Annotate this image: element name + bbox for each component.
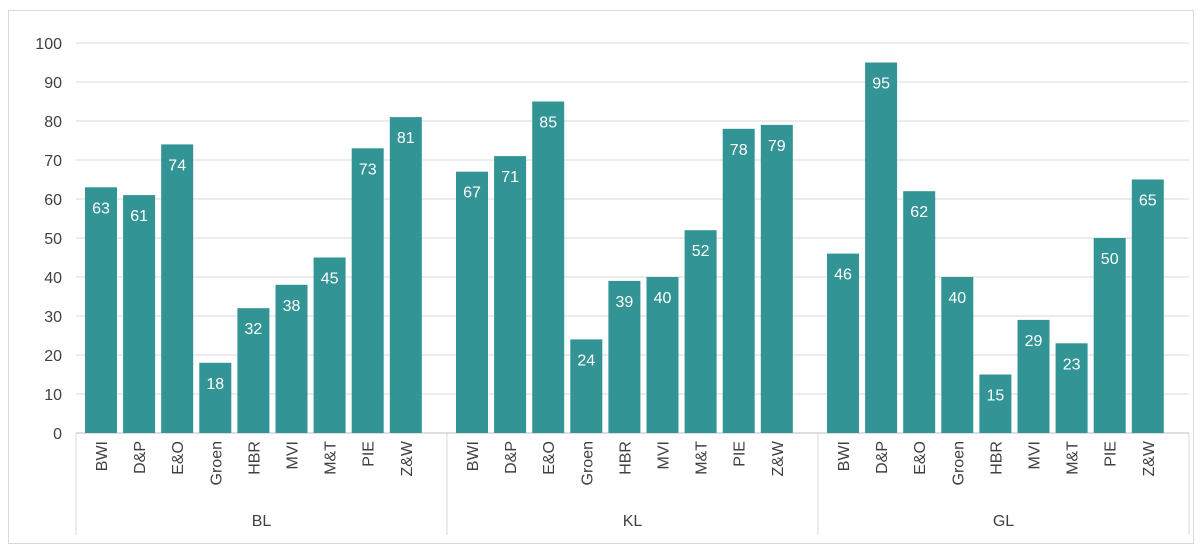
bar-kl-2 (532, 101, 565, 433)
x-tick-label: BWI (465, 441, 482, 471)
bar-gl-6 (1055, 343, 1088, 433)
x-tick-label: E&O (170, 441, 187, 475)
data-label: 29 (1025, 333, 1043, 350)
y-tick-label: 90 (44, 75, 62, 92)
data-label: 40 (654, 290, 672, 307)
y-tick-label: 70 (44, 153, 62, 170)
x-tick-label: D&P (874, 441, 891, 474)
y-tick-label: 20 (44, 348, 62, 365)
x-tick-label: M&T (1065, 441, 1082, 475)
data-label: 32 (245, 321, 263, 338)
x-tick-label: D&P (132, 441, 149, 474)
data-label: 81 (397, 130, 415, 147)
x-tick-label: BWI (836, 441, 853, 471)
y-tick-label: 0 (53, 426, 62, 443)
y-tick-label: 50 (44, 231, 62, 248)
x-tick-label: Z&W (399, 440, 416, 476)
bar-chart: 0 10 20 30 40 50 60 70 80 90 100 63 BWI 61 D&P 74 E&O 18 G… (35, 36, 1190, 535)
x-tick-label: Z&W (770, 440, 787, 476)
bar-kl-8 (760, 124, 793, 434)
bar-bl-6 (313, 257, 346, 433)
x-tick-label: Groen (208, 441, 225, 485)
y-tick-label: 60 (44, 192, 62, 209)
y-tick-label: 100 (35, 36, 62, 53)
data-label: 95 (872, 76, 890, 93)
data-label: 45 (321, 271, 339, 288)
x-tick-label: E&O (912, 441, 929, 475)
bar-gl-4 (979, 374, 1012, 433)
bar-gl-5 (1017, 319, 1050, 433)
x-tick-label: PIE (361, 441, 378, 467)
data-label: 38 (283, 298, 301, 315)
x-tick-label: PIE (1103, 441, 1120, 467)
x-tick-label: M&T (694, 441, 711, 475)
bar-bl-8 (389, 117, 422, 433)
x-tick-label: M&T (323, 441, 340, 475)
x-tick-label: HBR (246, 441, 263, 475)
x-tick-label: MVI (1027, 441, 1044, 469)
y-tick-label: 40 (44, 270, 62, 287)
x-tick-label: BWI (94, 441, 111, 471)
data-label: 18 (206, 376, 224, 393)
group-label: KL (623, 513, 643, 530)
data-label: 67 (463, 185, 481, 202)
bar-kl-6 (684, 230, 717, 433)
data-label: 62 (910, 204, 928, 221)
data-label: 24 (577, 352, 595, 369)
data-label: 52 (692, 243, 710, 260)
bar-kl-7 (722, 128, 755, 434)
data-label: 39 (616, 294, 634, 311)
data-label: 23 (1063, 356, 1081, 373)
x-tick-label: MVI (285, 441, 302, 469)
bar-bl-7 (351, 148, 384, 434)
bar-gl-0 (827, 253, 859, 433)
bar-kl-0 (456, 171, 488, 433)
x-tick-label: MVI (656, 441, 673, 469)
bar-gl-3 (941, 277, 974, 433)
bar-kl-5 (646, 277, 679, 433)
data-label: 79 (768, 138, 786, 155)
x-tick-label: E&O (541, 441, 558, 475)
x-tick-label: Groen (950, 441, 967, 485)
data-label: 71 (501, 169, 519, 186)
bar-gl-7 (1093, 238, 1126, 433)
group-label: BL (252, 513, 272, 530)
bar-gl-8 (1131, 179, 1164, 433)
bar-bl-1 (123, 195, 156, 433)
chart-area: 0 10 20 30 40 50 60 70 80 90 100 63 BWI 61 D&P 74 E&O 18 G… (8, 10, 1194, 544)
bar-gl-1 (865, 62, 898, 433)
bar-kl-3 (570, 339, 603, 433)
y-tick-label: 10 (44, 387, 62, 404)
data-label: 50 (1101, 251, 1119, 268)
bar-bl-3 (199, 362, 232, 433)
x-tick-label: PIE (732, 441, 749, 467)
group-label: GL (993, 513, 1014, 530)
bar-gl-2 (903, 191, 936, 433)
data-label: 78 (730, 142, 748, 159)
bar-bl-2 (161, 144, 194, 433)
bar-kl-1 (494, 156, 527, 433)
y-tick-label: 80 (44, 114, 62, 131)
bar-kl-4 (608, 280, 641, 433)
data-label: 63 (92, 200, 110, 217)
x-tick-label: Groen (579, 441, 596, 485)
data-label: 74 (168, 157, 186, 174)
data-label: 15 (987, 388, 1005, 405)
data-label: 65 (1139, 193, 1157, 210)
data-label: 73 (359, 161, 377, 178)
bar-bl-5 (275, 284, 308, 433)
x-tick-label: HBR (988, 441, 1005, 475)
data-label: 61 (130, 208, 148, 225)
x-tick-label: Z&W (1141, 440, 1158, 476)
x-tick-label: D&P (503, 441, 520, 474)
bar-bl-4 (237, 308, 270, 433)
data-label: 85 (539, 115, 557, 132)
bar-bl-0 (85, 187, 117, 433)
x-tick-label: HBR (617, 441, 634, 475)
data-label: 46 (834, 267, 852, 284)
y-tick-label: 30 (44, 309, 62, 326)
data-label: 40 (948, 290, 966, 307)
